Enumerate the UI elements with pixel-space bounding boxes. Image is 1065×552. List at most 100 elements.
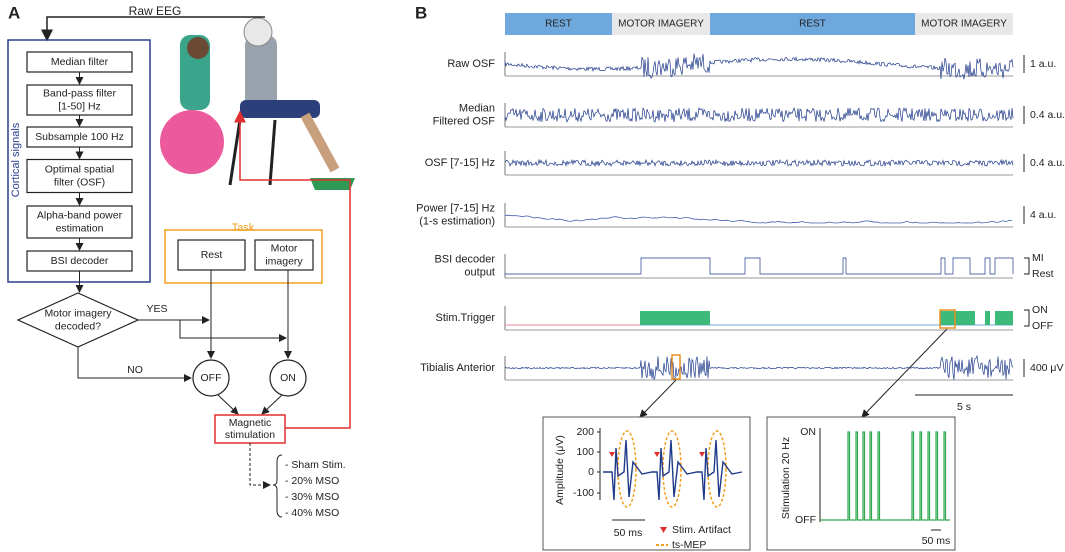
phase-bar: [505, 13, 612, 35]
process-label: Optimal spatial: [45, 163, 114, 175]
condition: - 30% MSO: [285, 491, 339, 503]
yes-label: YES: [146, 303, 167, 315]
inset-scale-label: 50 ms: [922, 535, 951, 547]
legend-marker: [660, 527, 667, 533]
process-label: BSI decoder: [51, 255, 109, 267]
highlight: [671, 354, 681, 380]
task-title: Task: [232, 222, 255, 234]
connector: [217, 394, 239, 415]
inset-y-label: Amplitude (μV): [554, 435, 566, 505]
task-box: [254, 239, 314, 271]
trace-label: (1-s estimation): [419, 215, 495, 227]
legend-label: Stim. Artifact: [672, 524, 731, 536]
trace-label: Filtered OSF: [433, 115, 496, 127]
trace-label: Power [7-15] Hz: [416, 202, 495, 214]
trace: [504, 354, 1014, 381]
process-box: [26, 205, 133, 239]
dashed-arrow: [249, 443, 271, 489]
trace-label: Tibialis Anterior: [420, 362, 495, 374]
inset-y-label: Stimulation 20 Hz: [780, 437, 792, 519]
artifact-marker: [699, 452, 705, 457]
trace-label: Median: [459, 102, 495, 114]
inset-tick-label: 200: [576, 426, 594, 438]
illustration: [160, 17, 355, 190]
inset-frame: [542, 416, 751, 551]
trigger-on: [640, 311, 710, 325]
group-label: Cortical signals: [10, 122, 22, 197]
trigger-on: [995, 311, 1013, 325]
scale-label: 0.4 a.u.: [1030, 109, 1065, 121]
inset-frame: [766, 416, 956, 551]
trace-label: BSI decoder: [434, 253, 495, 265]
condition: - 20% MSO: [285, 475, 339, 487]
input-arrow: [41, 16, 265, 42]
feedback-arrow: [234, 110, 351, 429]
trace: [504, 214, 1013, 224]
level-label: Rest: [1032, 268, 1054, 280]
trace: [504, 53, 1014, 80]
panel-label: B: [415, 3, 427, 22]
process-label: estimation: [56, 222, 104, 234]
inset-tick-label: ON: [800, 426, 816, 438]
stim-label: Magnetic: [229, 417, 272, 429]
task-label: Rest: [201, 249, 223, 261]
on-node: [269, 359, 307, 397]
connector: [639, 379, 677, 418]
condition: - 40% MSO: [285, 507, 339, 519]
scale-label: 1 a.u.: [1030, 58, 1056, 70]
trace: [504, 106, 1014, 123]
scale-label: 400 μV: [1030, 362, 1064, 374]
inset-tick-label: 100: [576, 446, 594, 458]
level-label: ON: [1032, 304, 1048, 316]
phase-label: MOTOR IMAGERY: [618, 19, 704, 30]
trace-label: Raw OSF: [447, 58, 495, 70]
connector: [77, 347, 192, 382]
level-bracket: [1024, 257, 1030, 275]
off-node: [192, 359, 230, 397]
time-scale-label: 5 s: [957, 401, 971, 413]
scale-label: 4 a.u.: [1030, 209, 1056, 221]
process-label: filter (OSF): [54, 176, 105, 188]
phase-label: MOTOR IMAGERY: [921, 19, 1007, 30]
inset-tick-label: OFF: [795, 514, 816, 526]
brace: [272, 454, 283, 518]
task-label: Motor: [271, 242, 298, 254]
artifact-marker: [609, 452, 615, 457]
connector: [179, 320, 287, 342]
trace: [504, 158, 1014, 168]
connector: [261, 394, 283, 415]
mep-trace: [603, 439, 743, 501]
stim-label: stimulation: [225, 429, 275, 441]
decision-label: Motor imagery: [44, 307, 112, 319]
process-label: Band-pass filter: [43, 87, 116, 99]
process-label: Median filter: [51, 56, 109, 68]
process-label: Alpha-band power: [37, 209, 123, 221]
task-box: [177, 239, 246, 271]
phase-bar: [915, 13, 1013, 35]
level-label: MI: [1032, 252, 1044, 264]
connector: [861, 328, 948, 418]
process-label: [1-50] Hz: [58, 100, 101, 112]
decision-label: decoded?: [55, 320, 101, 332]
phase-bar: [710, 13, 915, 35]
trace-label: OSF [7-15] Hz: [425, 157, 495, 169]
phase-label: REST: [799, 19, 826, 30]
trace-label: Stim.Trigger: [436, 312, 496, 324]
level-bracket: [1024, 309, 1030, 327]
trigger-on: [985, 311, 990, 325]
input-label: Raw EEG: [129, 4, 182, 18]
task-label: imagery: [265, 255, 303, 267]
on-label: ON: [280, 372, 296, 384]
legend-label: ts-MEP: [672, 539, 706, 551]
trace: [505, 257, 1014, 275]
inset-tick-label: -100: [573, 487, 594, 499]
phase-bar: [612, 13, 710, 35]
scale-label: 0.4 a.u.: [1030, 157, 1065, 169]
panel-label: A: [8, 3, 20, 22]
inset-scale-label: 50 ms: [614, 527, 643, 539]
trace-label: output: [464, 266, 495, 278]
highlight: [939, 309, 956, 329]
process-label: Subsample 100 Hz: [35, 131, 124, 143]
condition: - Sham Stim.: [285, 459, 346, 471]
